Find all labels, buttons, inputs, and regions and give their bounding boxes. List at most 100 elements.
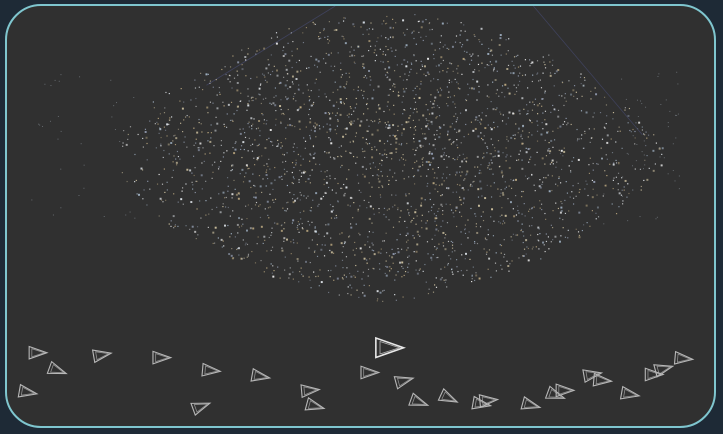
point	[652, 169, 655, 172]
point	[277, 143, 280, 145]
point	[262, 98, 265, 100]
point	[400, 144, 402, 146]
camera-frustum-icon[interactable]	[592, 372, 614, 387]
camera-frustum-icon[interactable]	[300, 383, 322, 399]
point	[510, 72, 512, 74]
point	[297, 197, 299, 199]
point	[210, 137, 212, 139]
point	[282, 112, 284, 115]
point	[446, 134, 449, 136]
point	[460, 22, 462, 24]
point	[345, 72, 347, 74]
point	[218, 193, 220, 195]
point	[463, 24, 465, 26]
point	[632, 165, 634, 167]
point	[369, 258, 371, 260]
point	[606, 134, 609, 137]
point	[552, 163, 554, 165]
point	[78, 195, 80, 196]
point	[245, 59, 247, 61]
point	[521, 213, 523, 215]
point	[391, 158, 393, 160]
point	[349, 51, 351, 53]
camera-frustum-icon[interactable]	[582, 367, 604, 384]
point	[548, 148, 550, 150]
camera-frustum-icon[interactable]	[673, 350, 695, 366]
camera-frustum-icon[interactable]	[437, 387, 459, 408]
point	[407, 239, 409, 241]
point	[258, 174, 261, 177]
camera-frustum-icon[interactable]	[653, 360, 675, 378]
point	[204, 79, 206, 81]
camera-frustum-icon[interactable]	[644, 367, 665, 382]
camera-frustum-icon[interactable]	[190, 397, 212, 417]
point	[378, 207, 380, 210]
point	[464, 232, 467, 235]
point	[451, 247, 454, 249]
point	[310, 287, 312, 289]
point	[83, 187, 85, 189]
point	[590, 137, 592, 139]
camera-frustum-icon[interactable]	[520, 395, 542, 414]
point	[515, 195, 517, 197]
point-cloud-canvas[interactable]	[7, 6, 714, 426]
point	[528, 161, 530, 163]
point	[232, 210, 234, 212]
camera-frustum-icon[interactable]	[304, 396, 326, 415]
point	[429, 192, 431, 194]
point	[531, 61, 534, 64]
camera-frustum-icon[interactable]	[152, 350, 173, 365]
camera-frustum-icon[interactable]	[478, 393, 500, 409]
point	[433, 106, 435, 108]
point	[373, 253, 376, 256]
point	[424, 138, 427, 140]
point	[538, 228, 540, 230]
point	[378, 212, 380, 214]
camera-frustum-icon[interactable]	[201, 362, 222, 378]
camera-frustum-icon[interactable]	[17, 383, 39, 400]
point	[430, 94, 432, 96]
camera-frustum-icon[interactable]	[360, 365, 381, 380]
point	[330, 237, 332, 239]
point	[156, 121, 158, 123]
camera-frustum-icon[interactable]	[375, 336, 406, 359]
point	[461, 73, 463, 75]
point	[431, 206, 433, 208]
point	[584, 132, 586, 135]
point	[276, 36, 278, 38]
camera-frustum-icon[interactable]	[555, 383, 576, 398]
camera-frustum-icon[interactable]	[619, 385, 641, 402]
point	[576, 140, 579, 142]
point	[250, 117, 253, 120]
camera-frustum-icon[interactable]	[393, 372, 415, 390]
point	[324, 93, 326, 95]
point	[230, 101, 233, 103]
3d-viewport[interactable]	[5, 4, 716, 428]
point	[254, 204, 257, 206]
point	[624, 179, 627, 182]
point	[591, 210, 593, 212]
point	[255, 128, 258, 130]
point	[392, 90, 394, 92]
point	[515, 178, 518, 181]
camera-frustum-icon[interactable]	[544, 385, 567, 404]
camera-frustum-icon[interactable]	[471, 395, 493, 412]
camera-frustum-icon[interactable]	[91, 347, 113, 364]
point	[220, 238, 223, 241]
point	[353, 89, 355, 91]
point	[477, 204, 480, 207]
point	[223, 245, 225, 247]
point	[560, 200, 562, 203]
camera-frustum-icon[interactable]	[28, 345, 49, 360]
camera-frustum-icon[interactable]	[46, 360, 68, 380]
point	[353, 49, 355, 51]
point	[420, 83, 422, 85]
point	[293, 150, 295, 153]
point	[330, 217, 333, 219]
point	[422, 157, 424, 159]
camera-frustum-icon[interactable]	[250, 367, 272, 384]
point	[437, 18, 439, 20]
point	[478, 38, 480, 41]
camera-frustum-icon[interactable]	[408, 392, 430, 411]
point	[518, 257, 520, 259]
